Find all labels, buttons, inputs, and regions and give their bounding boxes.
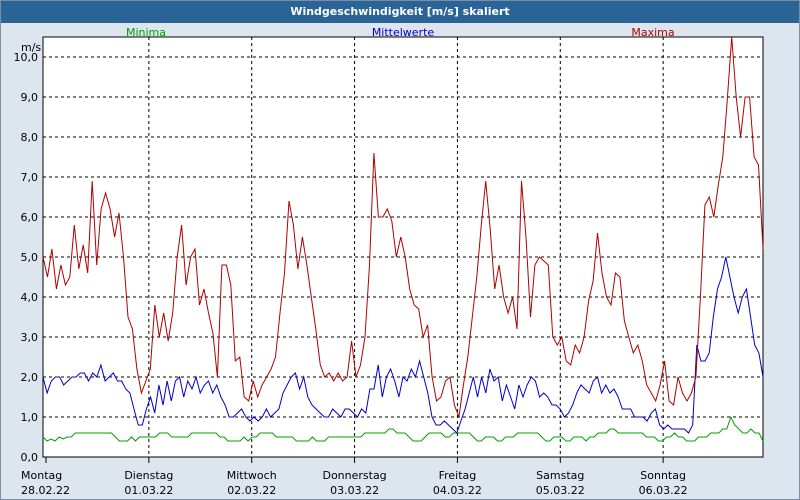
x-date-label: 28.02.22	[21, 484, 70, 497]
y-tick-label: 5,0	[21, 251, 39, 264]
chart-title: Windgeschwindigkeit [m/s] skaliert	[1, 1, 799, 23]
y-axis: 0,0 1,0 2,0 3,0 4,0 5,0 6,0 7,0 8,0 9,0 10,0	[14, 51, 39, 464]
series-line-mittel	[42, 256, 764, 434]
x-day-label: Donnerstag	[322, 469, 386, 482]
legend-mittelwerte: Mittelwerte	[372, 26, 435, 39]
series-line-minima	[42, 415, 764, 442]
x-date-label: 01.03.22	[124, 484, 173, 497]
x-date-label: 04.03.22	[433, 484, 482, 497]
y-tick-label: 4,0	[21, 291, 39, 304]
y-tick-label: 8,0	[21, 131, 39, 144]
y-tick-label: 6,0	[21, 211, 39, 224]
legend-minima: Minima	[126, 26, 166, 39]
grid-lines	[43, 37, 763, 458]
x-date-label: 02.03.22	[227, 484, 276, 497]
y-tick-label: 3,0	[21, 331, 39, 344]
x-date-label: 06.03.22	[639, 484, 688, 497]
x-date-label: 03.03.22	[330, 484, 379, 497]
x-day-label: Montag	[21, 469, 62, 482]
y-tick-label: 0,0	[21, 451, 39, 464]
legend-maxima: Maxima	[631, 26, 674, 39]
x-day-label: Mittwoch	[227, 469, 277, 482]
x-day-label: Freitag	[439, 469, 477, 482]
x-day-label: Samstag	[536, 469, 584, 482]
y-tick-label: 1,0	[21, 411, 39, 424]
wind-chart: 0,0 1,0 2,0 3,0 4,0 5,0 6,0 7,0 8,0 9,0 10,0 Monta…	[14, 26, 764, 497]
y-tick-label: 10,0	[14, 51, 39, 64]
y-axis-unit: m/s	[21, 41, 41, 54]
x-day-label: Dienstag	[124, 469, 173, 482]
x-date-label: 05.03.22	[536, 484, 585, 497]
y-tick-label: 9,0	[21, 91, 39, 104]
legend: Minima Mittelwerte Maxima	[126, 26, 675, 39]
y-tick-label: 7,0	[21, 171, 39, 184]
series-line-maxima	[42, 36, 764, 418]
y-tick-label: 2,0	[21, 371, 39, 384]
x-axis: Montag 28.02.22 Dienstag 01.03.22 Mittwoch 02…	[21, 457, 688, 497]
x-day-label: Sonntag	[640, 469, 686, 482]
series-lines	[42, 36, 764, 442]
